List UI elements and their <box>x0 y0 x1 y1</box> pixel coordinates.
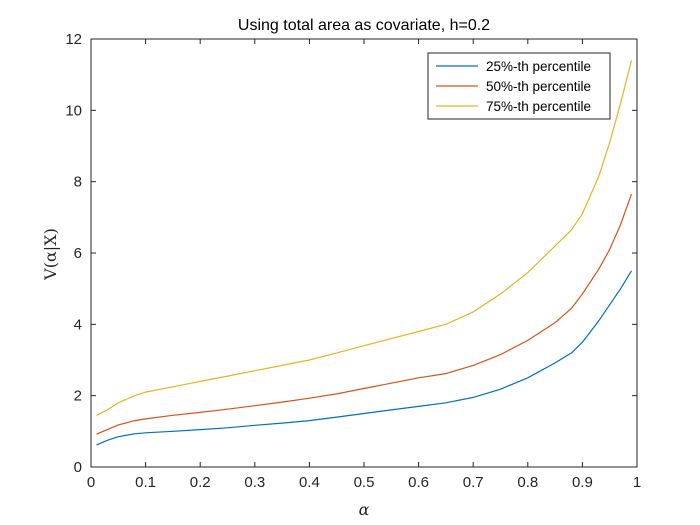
x-tick-label: 0.7 <box>463 474 484 491</box>
y-axis-label: V(α|X) <box>41 228 60 281</box>
legend-box <box>427 52 611 120</box>
legend-label-1: 25%-th percentile <box>486 59 591 74</box>
x-tick-label: 0.5 <box>354 474 375 491</box>
x-tick-label: 0.8 <box>517 474 538 491</box>
x-tick-label: 0.2 <box>190 474 211 491</box>
x-axis-label: α <box>359 500 370 519</box>
y-tick-label: 4 <box>74 316 82 333</box>
x-tick-label: 0.3 <box>244 474 265 491</box>
y-tick-label: 6 <box>74 245 82 262</box>
legend-label-3: 75%-th percentile <box>486 99 591 114</box>
y-tick-label: 2 <box>74 388 82 405</box>
x-tick-label: 0 <box>87 474 95 491</box>
y-tick-label: 10 <box>65 102 82 119</box>
x-tick-label: 0.9 <box>572 474 593 491</box>
series-line-3 <box>96 60 633 416</box>
x-tick-label: 0.1 <box>135 474 156 491</box>
x-tick-label: 1 <box>633 474 641 491</box>
y-tick-label: 12 <box>65 31 82 48</box>
legend: 25%-th percentile 50%-th percentile 75%-th… <box>427 52 611 120</box>
chart-title: Using total area as covariate, h=0.2 <box>238 17 490 34</box>
y-tick-label: 8 <box>74 174 82 191</box>
series-line-2 <box>96 193 633 435</box>
x-tick-label: 0.4 <box>299 474 320 491</box>
x-tick-label: 0.6 <box>408 474 429 491</box>
series-line-1 <box>96 270 633 446</box>
legend-label-2: 50%-th percentile <box>486 79 591 94</box>
y-tick-label: 0 <box>74 459 82 476</box>
